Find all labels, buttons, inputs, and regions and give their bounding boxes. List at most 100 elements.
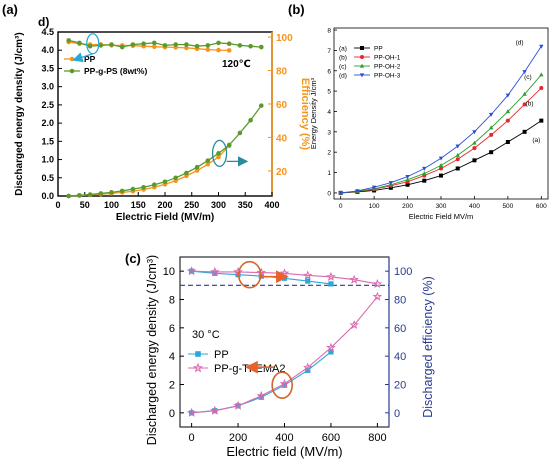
y-tick-label: 2 (327, 150, 331, 157)
y-left-axis-label: Discharged energy density (J/cm³) (145, 255, 159, 445)
y-left-tick-label: 0 (169, 408, 175, 420)
curve-label: (d) (516, 39, 524, 46)
y-left-tick-label: 8 (169, 295, 175, 307)
chart-panel-a: (a) d) 0 50 100 150 200 250 300 350 400 0.0 0.5 1.0 1.… (2, 2, 311, 223)
legend-entry: PP-g-TFEMA2 (214, 363, 286, 375)
data-point (455, 152, 460, 157)
data-point (422, 166, 427, 171)
legend-entry: (a) (339, 46, 347, 53)
series-3 (186, 266, 383, 289)
legend-entry-name: PP-OH-2 (374, 64, 401, 71)
data-point (388, 181, 394, 186)
legend-swatch-marker (69, 56, 75, 62)
y-left-tick-label: 2 (169, 380, 175, 392)
data-point (305, 367, 311, 373)
data-point (405, 182, 410, 187)
data-point (194, 164, 200, 170)
x-tick-label: 800 (368, 432, 386, 444)
data-point (77, 192, 82, 198)
data-point (119, 188, 125, 194)
y-right-axis-label: Efficiency (%) (299, 78, 311, 150)
y-tick-label: 7 (327, 48, 331, 55)
data-point (422, 178, 427, 183)
series-line (191, 296, 378, 414)
temperature-annotation: 30 °C (192, 329, 220, 341)
legend-swatch-marker (359, 73, 365, 78)
x-tick-label: 200 (402, 203, 413, 210)
data-point (194, 168, 200, 173)
curve-label: (c) (524, 74, 532, 81)
data-point (489, 150, 494, 155)
y-right-tick-label: 80 (394, 295, 406, 307)
x-tick-label: 200 (229, 432, 247, 444)
data-point (87, 43, 93, 49)
y-left-tick-label: 1.5 (41, 136, 54, 146)
x-tick-label: 300 (211, 200, 226, 210)
x-tick-label: 400 (469, 203, 480, 210)
plot-frame (333, 27, 549, 200)
y-left-tick-label: 3.5 (41, 63, 54, 73)
data-point (472, 130, 477, 135)
data-point (305, 278, 311, 284)
y-right-axis-label: Discharged efficiency (%) (421, 276, 435, 418)
data-point (184, 42, 189, 47)
y-tick-label: 1 (327, 170, 331, 177)
data-point (109, 190, 114, 195)
data-point (66, 193, 71, 199)
legend-entry: PP (214, 349, 229, 361)
data-point (522, 129, 527, 134)
data-point (226, 41, 232, 47)
data-point (439, 173, 443, 178)
x-tick-label: 200 (157, 200, 172, 210)
legend-entry-name: PP (374, 46, 383, 53)
y-right-tick-label: 0 (394, 408, 400, 420)
y-tick-label: 3 (327, 129, 331, 136)
x-tick-label: 100 (104, 200, 119, 210)
data-point (349, 274, 359, 284)
data-point (455, 166, 460, 171)
y-right-tick-label: 100 (394, 266, 412, 278)
legend-entry: PP-g-PS (8wt%) (84, 66, 147, 76)
data-point (372, 291, 383, 301)
series-line (68, 145, 230, 197)
data-point (279, 378, 290, 388)
data-point (472, 146, 477, 151)
chart-panel-c: (c)0 200 400 600 8000246810020406080100Elect… (125, 251, 435, 459)
energy-callout-circle (211, 139, 228, 168)
data-point (152, 40, 157, 46)
data-point (173, 42, 178, 47)
data-point (539, 44, 544, 49)
series-line (191, 351, 332, 414)
data-point (405, 177, 410, 182)
panel-label: (c) (125, 251, 141, 266)
x-axis-label: Electric Field (MV/m) (116, 212, 214, 223)
data-point (152, 44, 157, 50)
series-1 (186, 291, 383, 417)
data-point (130, 186, 136, 192)
data-point (488, 125, 494, 130)
legend-swatch-marker (360, 46, 364, 50)
data-point (173, 175, 178, 181)
legend-entry: PP (84, 54, 96, 64)
data-point (98, 43, 104, 48)
y-right-tick-label: 100 (276, 33, 293, 44)
x-tick-label: 0 (55, 200, 60, 210)
data-point (205, 161, 211, 167)
curve-label: (b) (526, 100, 534, 107)
x-tick-label: 400 (264, 200, 279, 210)
y-right-tick-label: 80 (276, 66, 288, 77)
series-3 (338, 44, 544, 196)
data-point (522, 102, 527, 107)
x-tick-label: 600 (322, 432, 340, 444)
data-point (216, 154, 221, 160)
x-tick-label: 400 (275, 432, 293, 444)
y-tick-label: 0 (327, 190, 331, 197)
x-axis-label: Electric field (MV/m) (226, 444, 342, 459)
legend-swatch-marker (359, 63, 365, 68)
data-point (388, 185, 393, 190)
plot-frame (179, 256, 390, 428)
data-point (326, 271, 336, 281)
data-point (248, 117, 253, 123)
data-point (210, 266, 220, 276)
y-left-tick-label: 4.5 (41, 27, 54, 37)
